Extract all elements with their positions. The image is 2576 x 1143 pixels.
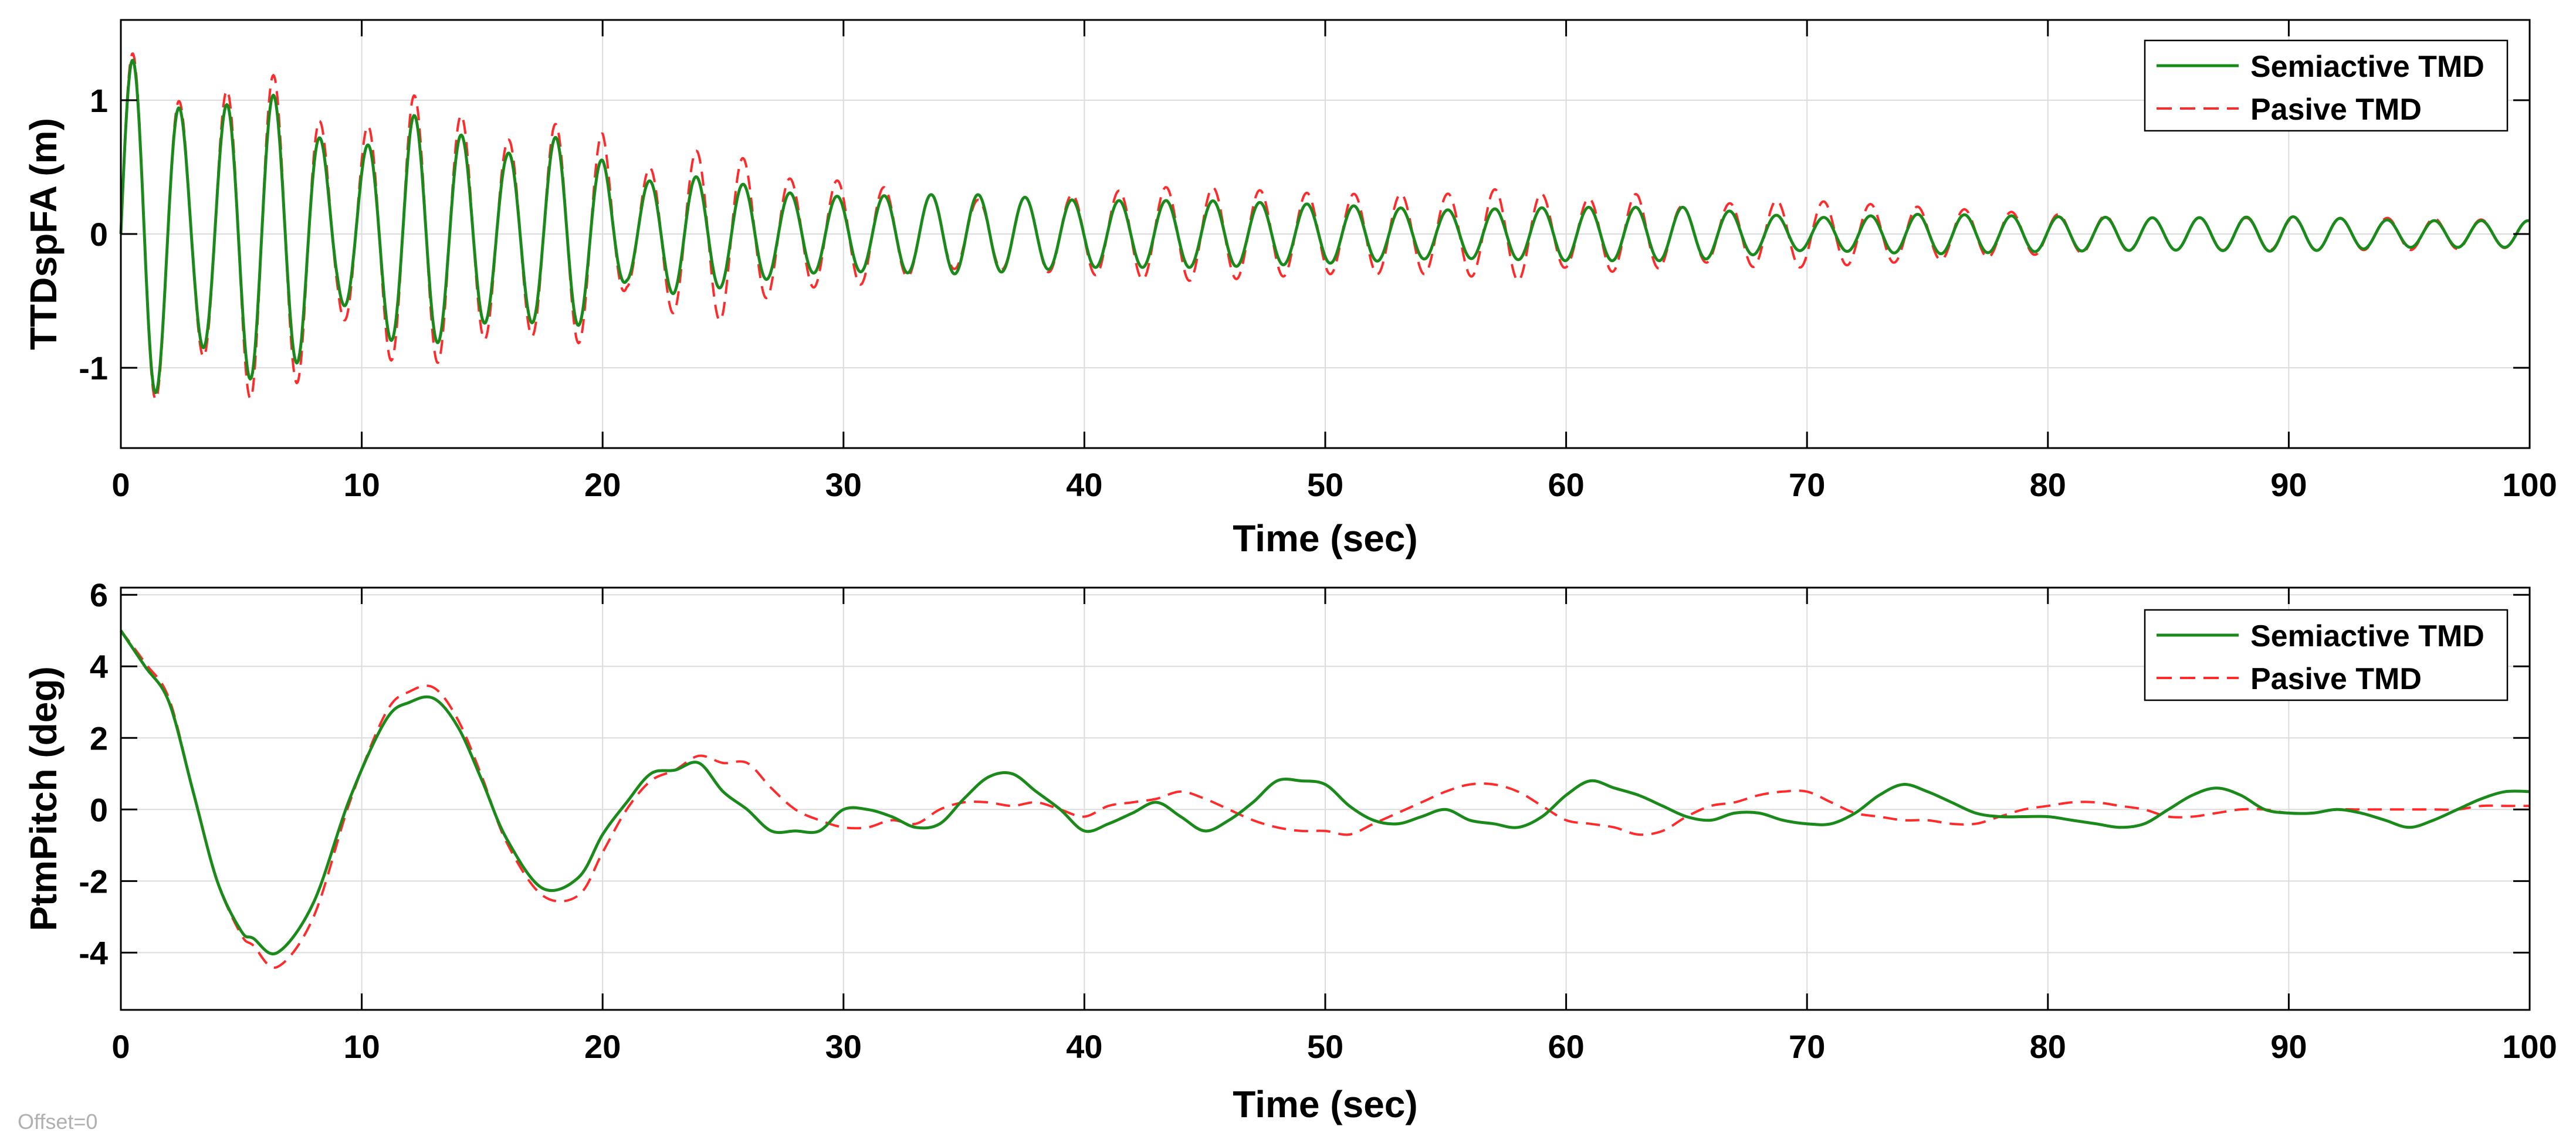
x-tick-label-2: 30 (825, 1028, 862, 1065)
series-line-pasive-tmd-2 (120, 630, 2530, 969)
x-tick-label-1: 40 (1066, 466, 1102, 503)
x-tick-label-1: 30 (825, 466, 862, 503)
x-tick-label-2: 40 (1066, 1028, 1102, 1065)
x-tick-label-1: 0 (111, 466, 130, 503)
ticks-2: 0 10 20 30 40 50 60 70 80 90 100 -4 -2 0 2 4 6 (79, 576, 2557, 1065)
y-tick-label-2: 4 (90, 648, 108, 685)
y-tick-label-2: -2 (79, 863, 108, 900)
y-axis-label-1: TTDspFA (m) (22, 118, 65, 350)
x-tick-label-2: 70 (1789, 1028, 1825, 1065)
x-tick-label-2: 90 (2270, 1028, 2307, 1065)
legend-2: Semiactive TMD Pasive TMD (2144, 609, 2509, 701)
x-tick-label-1: 50 (1307, 466, 1343, 503)
y-tick-label-1: 0 (90, 216, 108, 253)
x-tick-label-1: 90 (2270, 466, 2307, 503)
x-axis-label-1: Time (sec) (1233, 517, 1417, 559)
y-tick-label-1: 1 (90, 82, 108, 119)
legend-1: Semiactive TMD Pasive TMD (2144, 39, 2509, 132)
ticks-1: 0 10 20 30 40 50 60 70 80 90 100 -1 0 1 (79, 20, 2557, 503)
subplot-ttdspfa: 0 10 20 30 40 50 60 70 80 90 100 -1 0 1 Time (sec) TT… (22, 19, 2557, 559)
x-tick-label-1: 80 (2030, 466, 2066, 503)
legend-label-semiactive-2: Semiactive TMD (2250, 619, 2484, 653)
y-tick-label-2: 6 (90, 576, 108, 613)
x-tick-label-2: 50 (1307, 1028, 1343, 1065)
subplot-ptmpitch: 0 10 20 30 40 50 60 70 80 90 100 -4 -2 0 2 4 6 Time (sec… (22, 576, 2557, 1125)
x-tick-label-1: 10 (343, 466, 380, 503)
y-axis-label-2: PtmPitch (deg) (22, 666, 65, 931)
y-tick-label-1: -1 (79, 350, 108, 386)
x-tick-label-2: 60 (1548, 1028, 1584, 1065)
legend-label-pasive-1: Pasive TMD (2250, 93, 2422, 127)
x-tick-label-2: 80 (2030, 1028, 2066, 1065)
x-tick-label-1: 60 (1548, 466, 1584, 503)
series-group-1 (119, 52, 2531, 401)
x-tick-label-1: 100 (2502, 466, 2557, 503)
legend-box-2 (2144, 609, 2509, 701)
x-tick-label-2: 100 (2502, 1028, 2557, 1065)
x-tick-label-2: 20 (584, 1028, 621, 1065)
x-axis-label-2: Time (sec) (1233, 1083, 1417, 1125)
legend-label-semiactive-1: Semiactive TMD (2250, 50, 2484, 84)
series-group-2 (119, 629, 2530, 969)
offset-label: Offset=0 (18, 1110, 97, 1134)
legend-box-1 (2144, 39, 2509, 132)
x-tick-label-2: 10 (343, 1028, 380, 1065)
series-line-semiactive-tmd-2 (119, 629, 2530, 955)
series-line-semiactive-tmd-1 (119, 59, 2531, 395)
x-tick-label-1: 20 (584, 466, 621, 503)
y-tick-label-2: 0 (90, 791, 108, 828)
x-tick-label-1: 70 (1789, 466, 1825, 503)
y-tick-label-2: -4 (79, 934, 108, 971)
y-tick-label-2: 2 (90, 720, 108, 757)
x-tick-label-2: 0 (111, 1028, 130, 1065)
legend-label-pasive-2: Pasive TMD (2250, 662, 2422, 696)
